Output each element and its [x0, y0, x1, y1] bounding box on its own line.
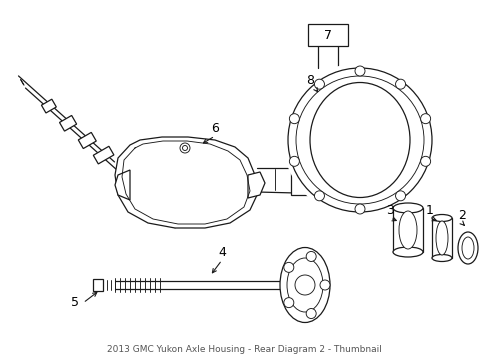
Ellipse shape: [398, 211, 416, 249]
Circle shape: [182, 145, 187, 150]
Text: 1: 1: [425, 203, 433, 216]
Polygon shape: [78, 132, 96, 149]
Text: 2013 GMC Yukon Axle Housing - Rear Diagram 2 - Thumbnail: 2013 GMC Yukon Axle Housing - Rear Diagr…: [107, 346, 381, 355]
Bar: [307, 24, 347, 46]
Circle shape: [283, 262, 293, 273]
Circle shape: [295, 76, 423, 204]
Ellipse shape: [431, 255, 451, 261]
Circle shape: [289, 156, 299, 166]
Bar: [431, 218, 451, 258]
Text: 2: 2: [457, 208, 465, 221]
Text: 7: 7: [324, 28, 331, 41]
Polygon shape: [60, 116, 77, 131]
Circle shape: [283, 63, 436, 217]
Ellipse shape: [392, 203, 422, 213]
Text: 6: 6: [211, 122, 219, 135]
Text: 8: 8: [305, 73, 313, 86]
Polygon shape: [115, 137, 258, 228]
Ellipse shape: [461, 237, 473, 259]
Circle shape: [354, 66, 364, 76]
Polygon shape: [247, 172, 264, 198]
Circle shape: [314, 79, 324, 89]
Circle shape: [354, 204, 364, 214]
Circle shape: [420, 114, 430, 124]
Circle shape: [395, 191, 405, 201]
Circle shape: [305, 252, 316, 261]
Ellipse shape: [392, 247, 422, 257]
Ellipse shape: [457, 232, 477, 264]
Ellipse shape: [286, 258, 323, 312]
Bar: [290, 165, 308, 195]
Bar: [328, 165, 346, 195]
Text: 5: 5: [71, 297, 79, 310]
Text: 4: 4: [218, 246, 225, 258]
Circle shape: [289, 114, 299, 124]
Polygon shape: [93, 146, 114, 164]
Bar: [93, 279, 103, 291]
Bar: [369, 160, 391, 204]
Circle shape: [180, 143, 190, 153]
Ellipse shape: [435, 221, 447, 255]
Circle shape: [283, 298, 293, 308]
Circle shape: [395, 79, 405, 89]
Text: 3: 3: [385, 203, 393, 216]
Circle shape: [314, 191, 324, 201]
Ellipse shape: [309, 82, 409, 198]
Circle shape: [319, 280, 329, 290]
Bar: [392, 208, 422, 252]
Polygon shape: [41, 99, 56, 113]
Circle shape: [287, 68, 431, 212]
Circle shape: [294, 275, 314, 295]
Circle shape: [420, 156, 430, 166]
Circle shape: [305, 309, 316, 319]
Ellipse shape: [280, 248, 329, 323]
Ellipse shape: [431, 215, 451, 221]
Polygon shape: [115, 170, 130, 200]
